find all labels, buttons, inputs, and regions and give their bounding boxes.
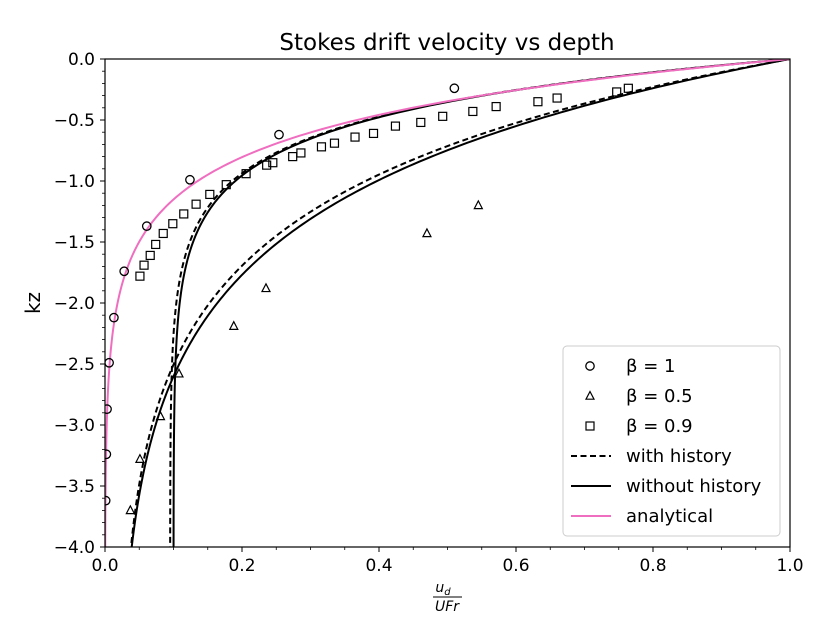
legend-marker-triangle	[585, 390, 595, 400]
x-tick-label: 0.8	[639, 556, 666, 576]
marker-triangle-2	[134, 453, 145, 463]
plot-area	[105, 59, 790, 547]
marker-square-19	[368, 128, 379, 139]
marker-square-6	[168, 219, 178, 229]
marker-triangle-5	[228, 320, 239, 330]
marker-square-28	[623, 83, 633, 93]
marker-square-15	[296, 148, 306, 158]
legend-label: β = 1	[626, 356, 675, 377]
marker-square-22	[438, 111, 448, 121]
series-line-4	[130, 59, 790, 547]
marker-square-11	[241, 169, 251, 179]
legend-label: without history	[626, 476, 762, 497]
x-label-numerator: ud	[435, 580, 451, 598]
legend-label: β = 0.9	[626, 416, 693, 437]
legend-label: analytical	[626, 506, 713, 527]
y-tick-label: −3.5	[54, 477, 95, 497]
x-tick-label: 0.4	[365, 556, 392, 576]
y-tick-label: −3.0	[54, 416, 95, 436]
marker-square-9	[205, 189, 215, 200]
marker-square-7	[179, 209, 189, 219]
marker-circle-4	[105, 357, 114, 368]
marker-square-16	[316, 142, 327, 152]
marker-square-25	[533, 97, 543, 107]
y-tick-label: −1.5	[54, 233, 95, 253]
series-line-2	[172, 59, 790, 547]
y-tick-label: −2.0	[54, 294, 95, 314]
y-axis-label: kz	[21, 292, 45, 314]
marker-square-23	[468, 106, 478, 117]
marker-square-12	[262, 160, 272, 170]
series-line-1	[169, 59, 790, 547]
marker-circle-10	[449, 83, 460, 94]
marker-square-8	[191, 199, 201, 209]
marker-circle-7	[141, 221, 152, 231]
marker-circle-5	[109, 312, 119, 323]
legend-box	[562, 345, 781, 537]
y-axis: 0.0 −0.5 −1.0 −1.5 −2.0 −2.5 −3.0 −3.5 −4.0	[54, 50, 105, 558]
marker-circle-9	[274, 129, 284, 140]
legend-label: β = 0.5	[626, 386, 693, 407]
series-line-3	[129, 59, 790, 547]
marker-triangle-6	[260, 282, 271, 293]
x-tick-label: 0.0	[91, 556, 118, 576]
marker-circle-8	[185, 174, 195, 185]
marker-square-24	[491, 101, 501, 112]
marker-square-1	[135, 271, 145, 281]
marker-square-17	[329, 138, 340, 148]
marker-circle-1	[105, 495, 111, 506]
x-tick-label: 0.2	[228, 556, 255, 576]
marker-square-10	[221, 180, 231, 190]
marker-circle-3	[105, 404, 112, 414]
marker-triangle-1	[125, 504, 136, 515]
marker-square-4	[151, 239, 161, 250]
legend-marker-circle	[585, 361, 595, 371]
marker-square-20	[390, 121, 401, 131]
marker-triangle-8	[473, 199, 484, 210]
marker-triangle-7	[421, 227, 432, 238]
marker-square-5	[158, 228, 168, 239]
marker-triangle-3	[155, 410, 166, 421]
legend: β = 1 β = 0.5 β = 0.9 with history without h…	[562, 345, 781, 537]
marker-circle-6	[119, 266, 130, 277]
marker-circle-2	[105, 449, 112, 460]
chart-title: Stokes drift velocity vs depth	[279, 30, 614, 56]
legend-label: with history	[626, 446, 732, 467]
legend-marker-square	[585, 421, 595, 431]
y-tick-label: −2.5	[54, 355, 95, 375]
marker-square-2	[139, 260, 149, 270]
marker-square-13	[268, 158, 278, 168]
marker-square-27	[612, 87, 622, 97]
x-tick-label: 0.6	[502, 556, 529, 576]
y-tick-label: −4.0	[54, 538, 95, 558]
x-axis: 0.0 0.2 0.4 0.6 0.8 1.0	[91, 547, 804, 576]
y-tick-label: −1.0	[54, 172, 95, 192]
y-tick-label: −0.5	[54, 111, 95, 131]
y-tick-label: 0.0	[68, 50, 95, 70]
x-tick-label: 1.0	[776, 556, 803, 576]
marker-square-3	[145, 250, 155, 261]
marker-square-21	[416, 117, 426, 128]
marker-square-14	[288, 152, 298, 162]
marker-square-18	[350, 132, 360, 142]
marker-square-26	[552, 93, 562, 103]
x-label-denominator: UFr	[435, 599, 460, 615]
series-line-5	[105, 59, 790, 547]
x-axis-label: ud UFr	[433, 580, 462, 615]
marker-triangle-4	[173, 367, 184, 378]
